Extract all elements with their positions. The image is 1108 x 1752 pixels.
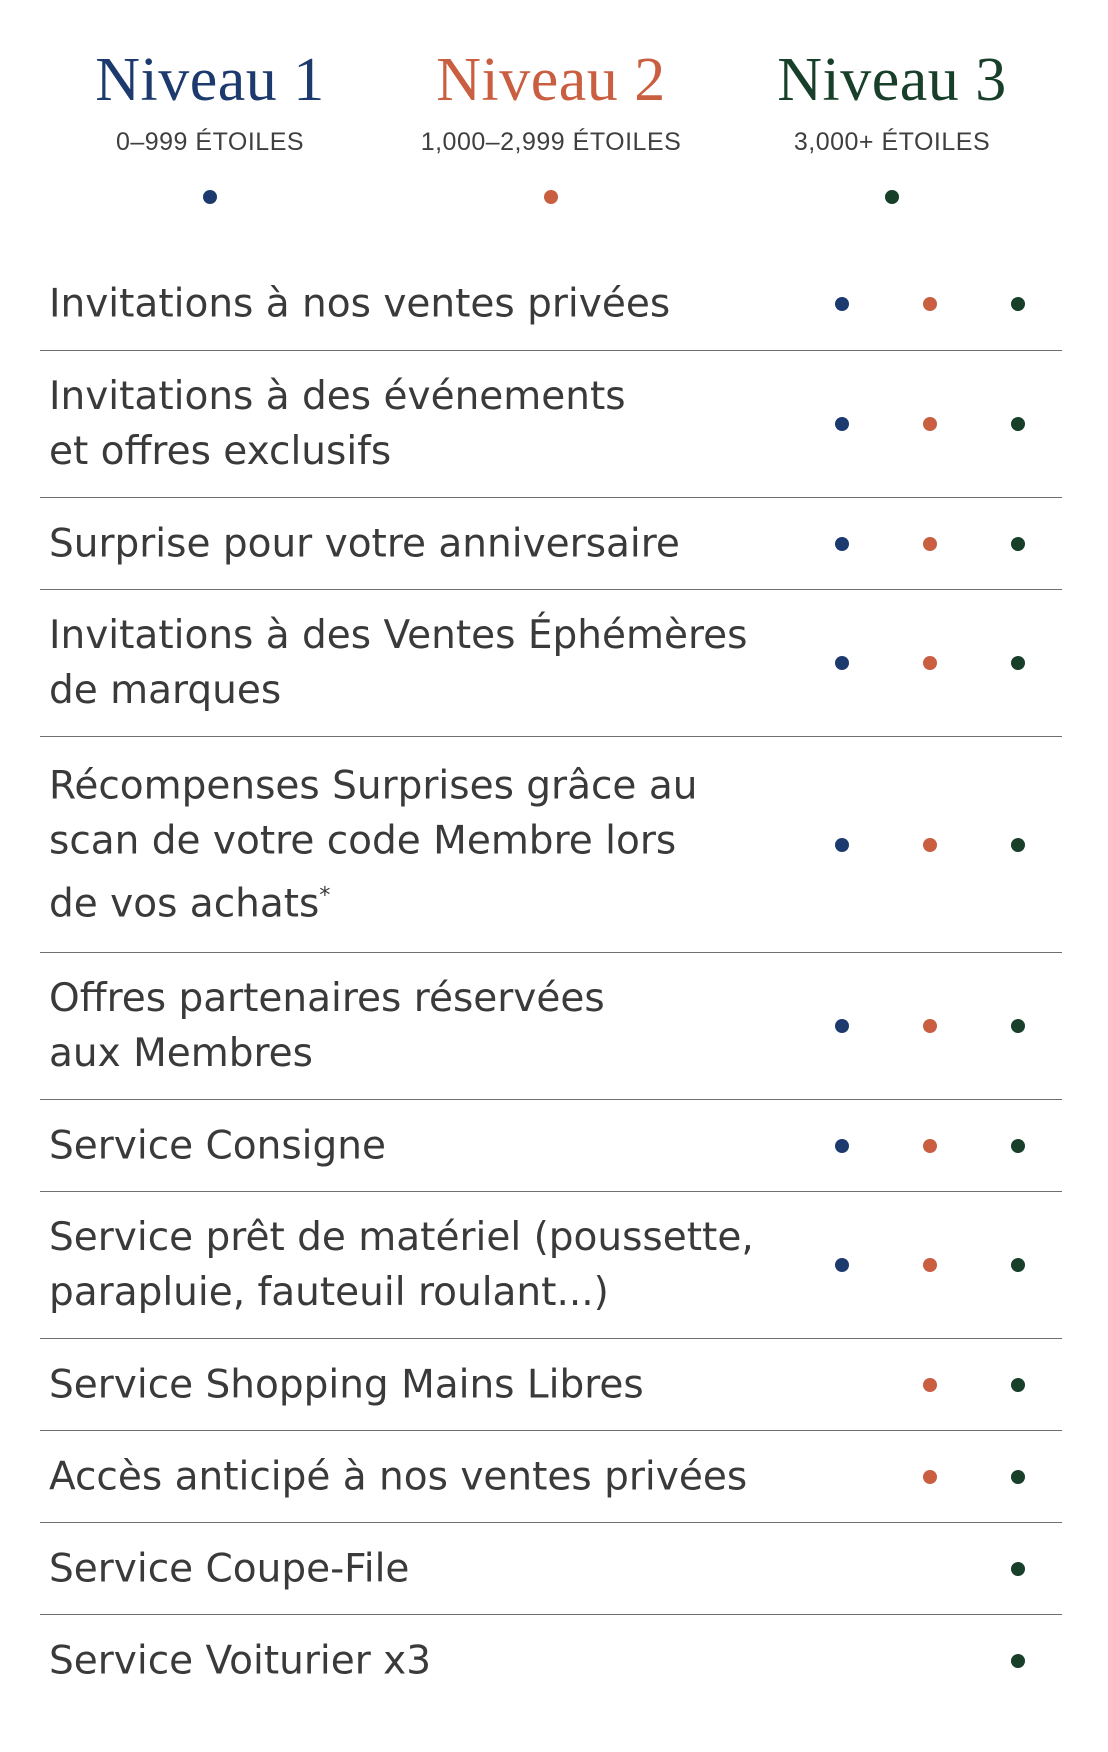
benefit-row: Service Shopping Mains Libres <box>40 1339 1062 1431</box>
tier-2: Niveau 2 1,000–2,999 ÉTOILES <box>401 40 701 204</box>
benefit-row: Invitations à des événements et offres e… <box>40 351 1062 498</box>
benefit-label: Service Consigne <box>49 1123 386 1168</box>
benefit-label: Récompenses Surprises grâce au scan de v… <box>49 763 698 926</box>
tier-2-included-icon <box>923 1138 937 1153</box>
tier-1-included-icon <box>835 536 849 551</box>
tier-1-included-icon <box>835 1138 849 1153</box>
tier-2-included-icon <box>923 1377 937 1392</box>
tier-2-included-icon <box>923 656 937 670</box>
tier-1-included-icon <box>835 1258 849 1272</box>
tier-3-included-icon <box>1011 1654 1025 1668</box>
tier-3-included-icon <box>1011 1469 1025 1484</box>
benefit-row: Récompenses Surprises grâce au scan de v… <box>40 737 1062 953</box>
tier-3-included-icon <box>1011 656 1025 670</box>
tier-3-included-icon <box>1011 1138 1025 1153</box>
tier-3-included-icon <box>1011 1258 1025 1272</box>
benefit-label: Service Voiturier x3 <box>49 1638 432 1684</box>
tier-3-included-icon <box>1011 536 1025 551</box>
benefit-row: Invitations à des Ventes Éphémères de ma… <box>40 590 1062 737</box>
tier-1-name: Niveau 1 <box>95 46 325 114</box>
tier-3-included-icon <box>1011 837 1025 852</box>
tier-1: Niveau 1 0–999 ÉTOILES <box>60 40 360 204</box>
tier-3-included-icon <box>1011 1019 1025 1033</box>
benefit-row: Service Voiturier x3 <box>40 1615 1062 1707</box>
benefit-label: Service Shopping Mains Libres <box>49 1362 644 1407</box>
tier-3-included-icon <box>1011 1377 1025 1392</box>
benefit-label: Surprise pour votre anniversaire <box>49 521 680 566</box>
tier-1-included-icon <box>835 837 849 852</box>
tier-2-included-icon <box>923 1019 937 1033</box>
benefit-row: Service Coupe-File <box>40 1523 1062 1615</box>
tier-2-dot-icon <box>544 190 558 204</box>
tier-3-included-icon <box>1011 296 1025 311</box>
benefit-row: Offres partenaires réservées aux Membres <box>40 953 1062 1100</box>
benefit-label: Invitations à des Ventes Éphémères de ma… <box>49 613 748 713</box>
tier-2-included-icon <box>923 417 937 431</box>
tier-1-included-icon <box>835 1019 849 1033</box>
tier-3-included-icon <box>1011 417 1025 431</box>
benefit-label: Service prêt de matériel (poussette, par… <box>49 1215 754 1315</box>
benefit-label: Offres partenaires réservées aux Membres <box>49 976 605 1076</box>
tier-3-name: Niveau 3 <box>777 46 1007 114</box>
tier-2-included-icon <box>923 296 937 311</box>
footnote-marker: * <box>319 883 331 908</box>
tier-3: Niveau 3 3,000+ ÉTOILES <box>742 40 1042 204</box>
benefit-row: Service Consigne <box>40 1100 1062 1192</box>
tier-2-included-icon <box>923 1258 937 1272</box>
benefit-row: Service prêt de matériel (poussette, par… <box>40 1192 1062 1339</box>
tier-1-included-icon <box>835 296 849 311</box>
benefit-row: Accès anticipé à nos ventes privées <box>40 1431 1062 1523</box>
benefit-label: Service Coupe-File <box>49 1546 410 1591</box>
tier-3-included-icon <box>1011 1561 1025 1576</box>
tier-2-included-icon <box>923 536 937 551</box>
benefits-table: Invitations à nos ventes privées Invitati… <box>40 257 1062 1707</box>
benefit-label: Accès anticipé à nos ventes privées <box>49 1454 748 1499</box>
tier-2-included-icon <box>923 1469 937 1484</box>
tier-1-included-icon <box>835 417 849 431</box>
tier-3-range: 3,000+ ÉTOILES <box>793 128 991 156</box>
benefit-row: Invitations à nos ventes privées <box>40 257 1062 351</box>
benefit-label: Invitations à nos ventes privées <box>49 281 671 326</box>
benefit-label: Invitations à des événements et offres e… <box>49 374 626 474</box>
tier-1-included-icon <box>835 656 849 670</box>
tier-2-range: 1,000–2,999 ÉTOILES <box>420 128 682 156</box>
tier-2-included-icon <box>923 837 937 852</box>
tier-1-dot-icon <box>203 190 217 204</box>
tier-1-range: 0–999 ÉTOILES <box>115 128 305 156</box>
tier-2-name: Niveau 2 <box>436 46 666 114</box>
benefit-row: Surprise pour votre anniversaire <box>40 498 1062 590</box>
tier-header: Niveau 1 0–999 ÉTOILES Niveau 2 1,000–2,… <box>0 40 1108 220</box>
tier-3-dot-icon <box>885 190 899 204</box>
